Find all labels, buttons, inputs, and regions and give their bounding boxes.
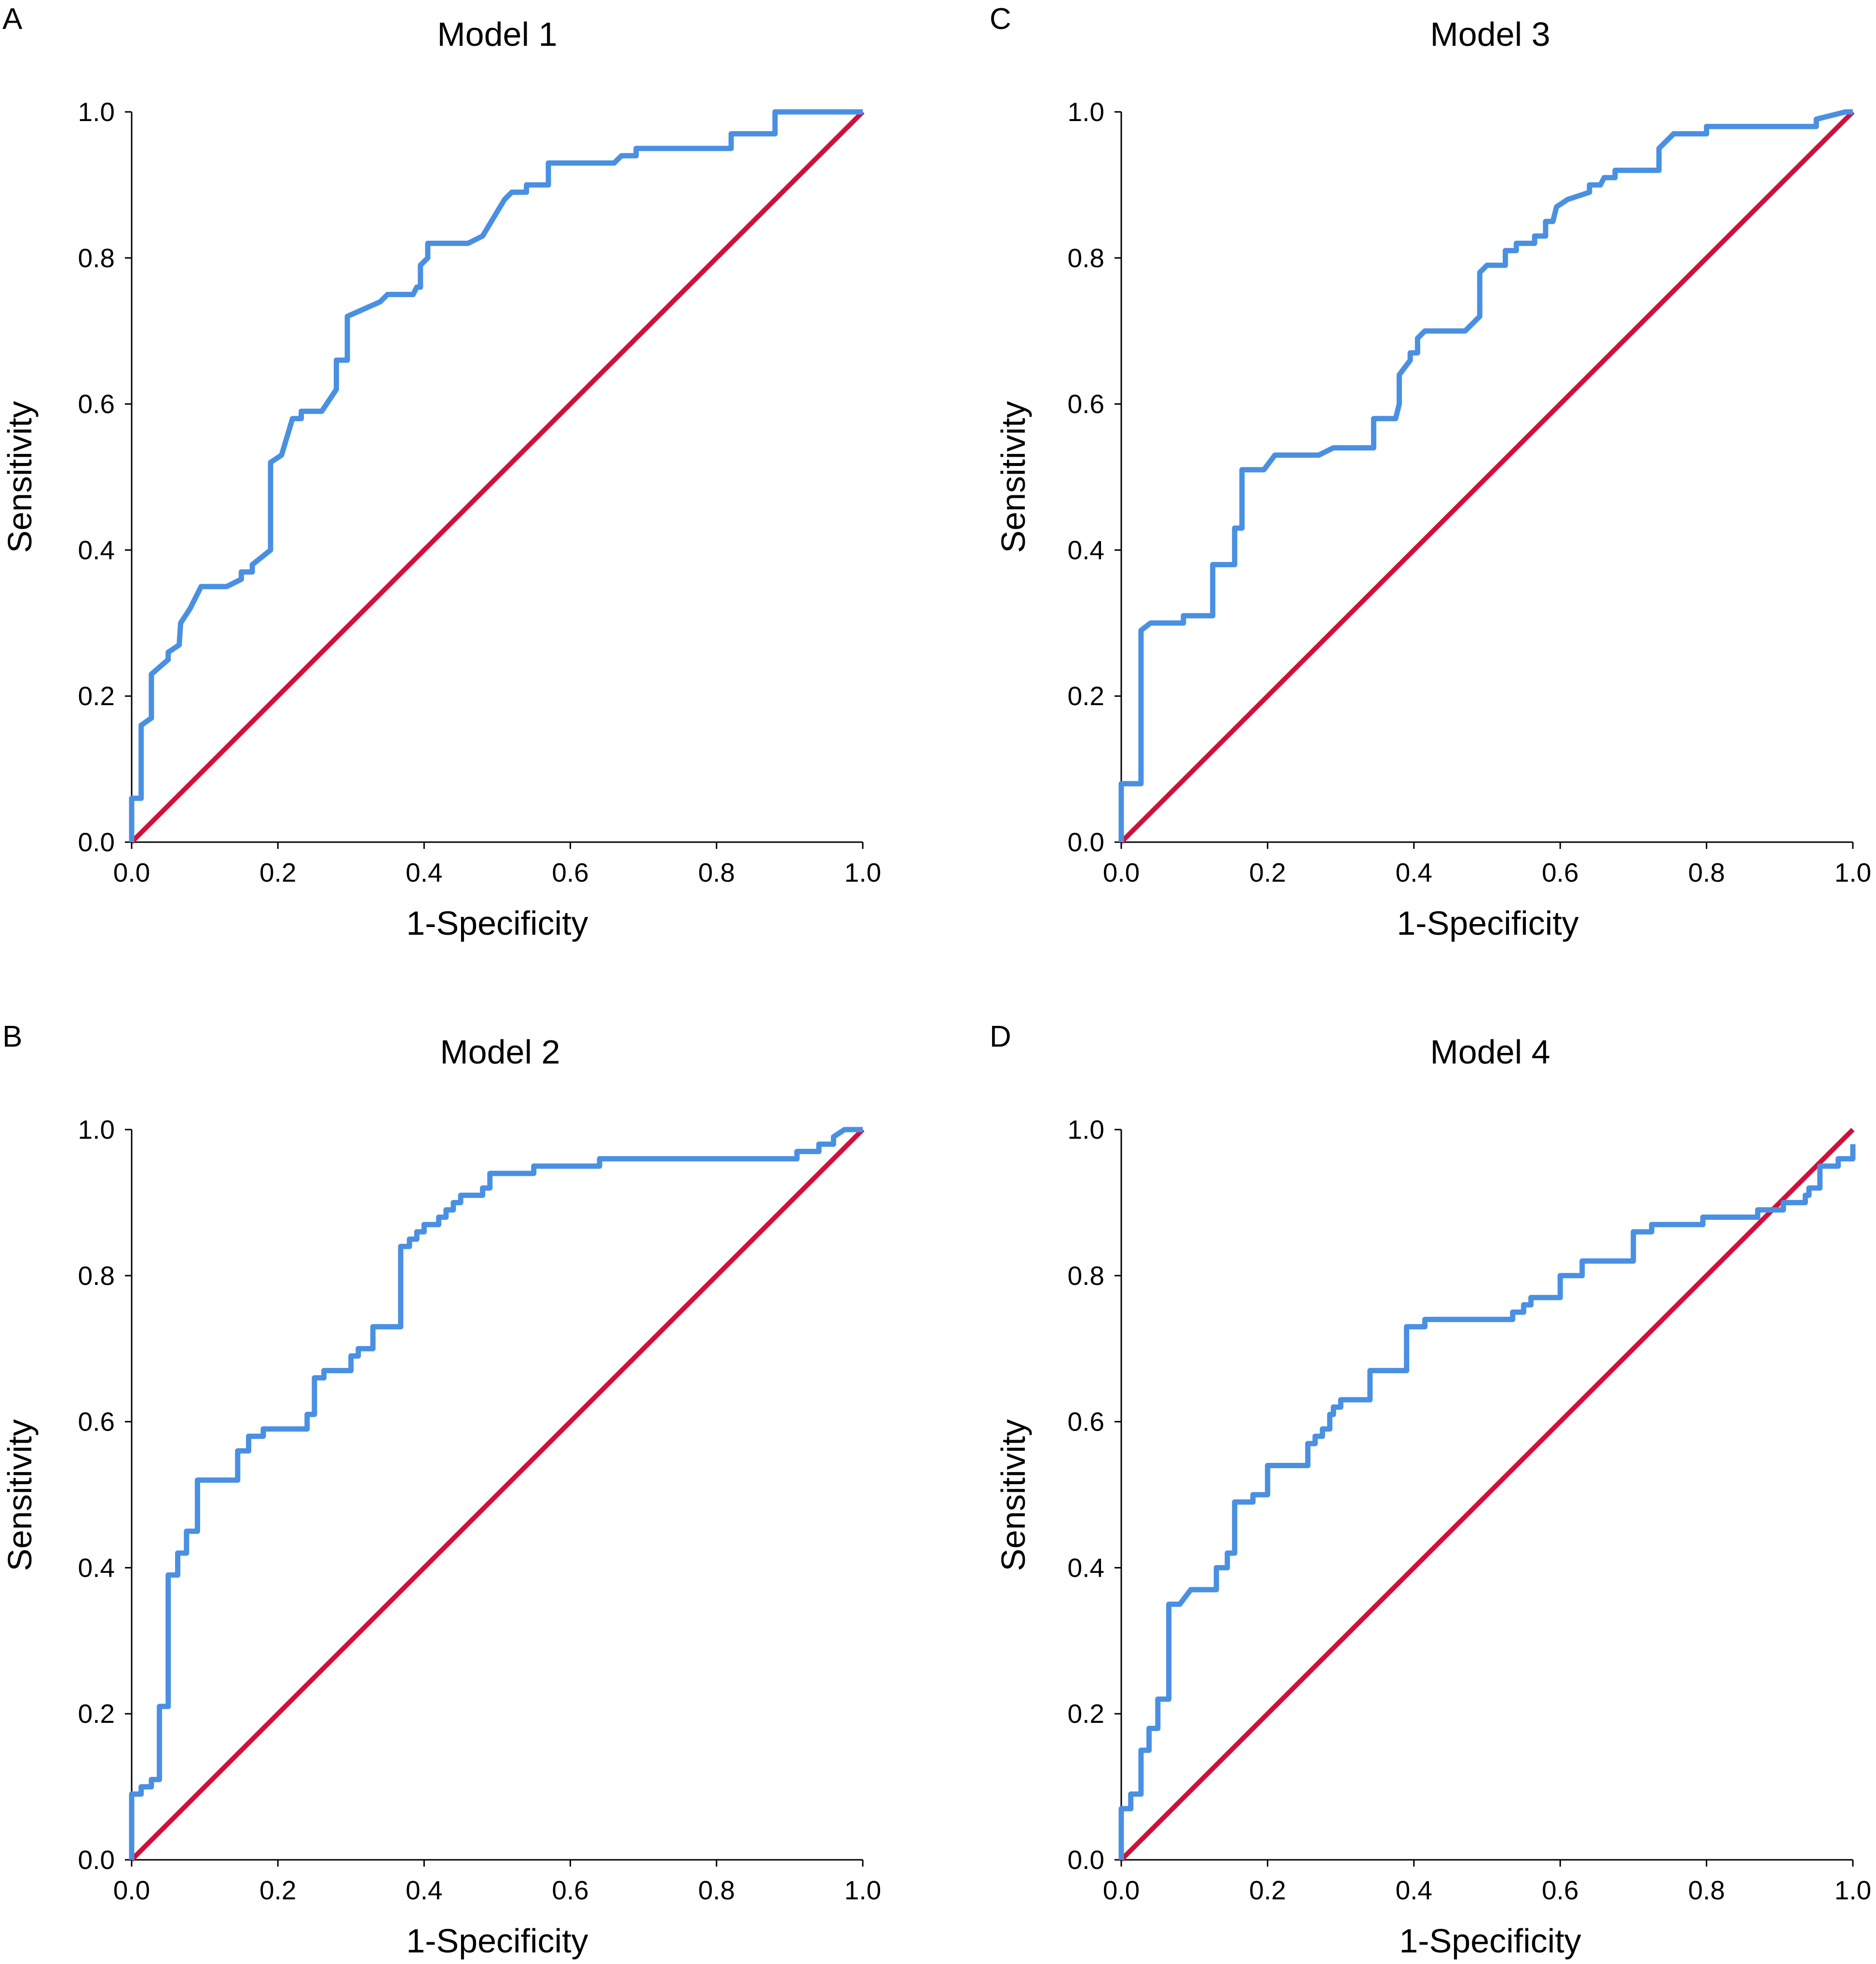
roc-curve [1118,109,1853,842]
reference-line [130,110,865,844]
panel-letter: D [990,1020,1011,1053]
y-tick-label: 0.8 [1068,243,1104,273]
reference-line [1119,110,1855,844]
y-axis-label: Sensitivity [1,401,39,553]
y-tick-label: 0.2 [78,1699,115,1729]
x-tick-label: 0.8 [1688,1875,1725,1905]
x-tick-label: 0.6 [552,858,588,887]
y-tick-label: 0.8 [78,243,115,273]
panel-letter: C [990,2,1011,36]
x-tick-label: 0.6 [1542,858,1578,887]
y-tick-label: 0.2 [78,681,115,711]
x-axis-label: 1-Specificity [1397,904,1578,942]
x-tick-label: 0.0 [1103,858,1140,887]
x-tick-label: 1.0 [844,1875,881,1905]
y-tick-label: 0.8 [1068,1261,1104,1291]
x-tick-label: 0.8 [1688,858,1725,887]
chart-title: Model 1 [437,15,557,53]
x-tick-label: 0.8 [698,1875,735,1905]
roc-curve [129,109,863,842]
x-tick-label: 0.0 [1103,1875,1140,1905]
roc-curve [129,1127,863,1860]
y-tick-label: 1.0 [78,97,115,127]
x-tick-label: 0.2 [1249,1875,1286,1905]
x-axis-label: 1-Specificity [406,1922,588,1960]
x-tick-label: 0.2 [259,858,296,887]
panel-d: D Model 4 1-Specificity Sensitivity 0.0 0… [990,1020,1871,1960]
x-tick-label: 1.0 [1835,1875,1871,1905]
x-tick-label: 0.0 [113,858,150,887]
y-tick-label: 0.2 [1068,681,1104,711]
chart-title: Model 3 [1430,15,1550,53]
panel-c: C Model 3 1-Specificity Sensitivity 0.0 0… [990,2,1871,942]
panel-letter: B [2,1020,22,1053]
y-tick-label: 0.6 [1068,389,1104,419]
x-tick-label: 0.0 [113,1875,150,1905]
chart-title: Model 4 [1430,1033,1550,1071]
x-tick-label: 1.0 [844,858,881,887]
y-tick-label: 0.6 [1068,1407,1104,1437]
x-tick-label: 0.2 [259,1875,296,1905]
y-tick-label: 1.0 [1068,1115,1104,1145]
x-tick-label: 0.4 [406,1875,442,1905]
x-tick-label: 0.4 [1396,1875,1432,1905]
y-tick-label: 0.2 [1068,1699,1104,1729]
x-tick-label: 0.6 [1542,1875,1578,1905]
y-tick-label: 0.4 [1068,1553,1104,1582]
y-axis-label: Sensitivity [994,401,1032,553]
roc-curve [1118,1144,1856,1860]
y-tick-label: 0.0 [1068,827,1104,857]
panel-b: B Model 2 1-Specificity Sensitivity 0.0 0… [1,1020,881,1960]
y-tick-label: 0.0 [78,1845,115,1875]
reference-line [1119,1128,1855,1862]
y-tick-label: 0.6 [78,1407,115,1437]
panel-letter: A [2,2,23,36]
y-axis-label: Sensitivity [1,1419,39,1571]
reference-line [130,1128,865,1862]
chart-title: Model 2 [440,1033,560,1071]
y-tick-label: 0.4 [1068,535,1104,565]
y-tick-label: 0.8 [78,1261,115,1291]
x-tick-label: 0.4 [1396,858,1432,887]
y-tick-label: 1.0 [1068,97,1104,127]
y-tick-label: 0.4 [78,1553,115,1582]
y-tick-label: 0.4 [78,535,115,565]
y-tick-label: 0.0 [78,827,115,857]
y-tick-label: 0.6 [78,389,115,419]
x-tick-label: 0.6 [552,1875,588,1905]
y-tick-label: 0.0 [1068,1845,1104,1875]
y-axis-label: Sensitivity [994,1419,1032,1571]
x-axis-label: 1-Specificity [1399,1922,1581,1960]
x-axis-label: 1-Specificity [406,904,588,942]
y-tick-label: 1.0 [78,1115,115,1145]
x-tick-label: 0.2 [1249,858,1286,887]
x-tick-label: 1.0 [1835,858,1871,887]
panel-a: A Model 1 1-Specificity Sensitivity 0.0 0… [1,2,881,942]
x-tick-label: 0.4 [406,858,442,887]
x-tick-label: 0.8 [698,858,735,887]
